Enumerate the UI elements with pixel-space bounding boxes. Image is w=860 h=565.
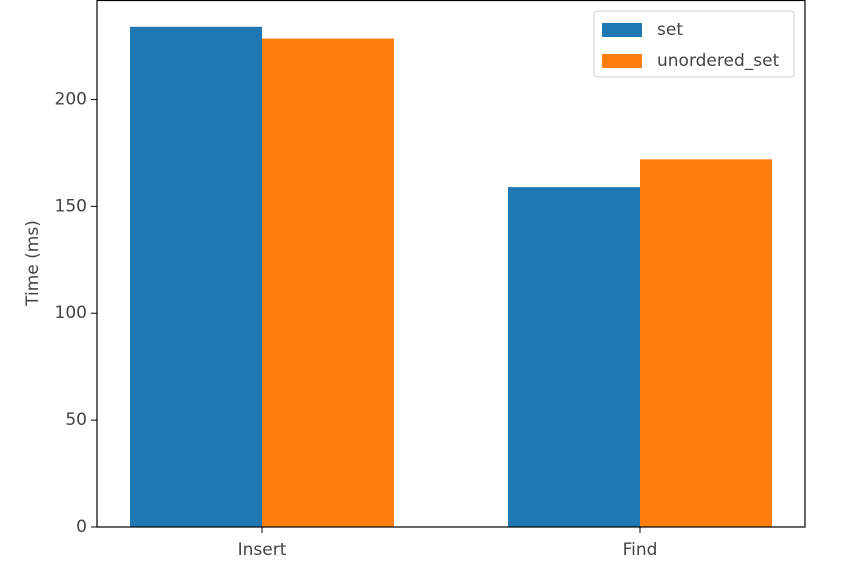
plot-frame [96, 0, 806, 528]
bar [640, 159, 772, 528]
legend-swatch [602, 23, 642, 37]
bar [262, 38, 394, 528]
bar [130, 26, 262, 527]
y-tick-label: 200 [55, 89, 87, 109]
x-tick-label: Find [623, 540, 658, 560]
y-tick-label: 0 [76, 517, 87, 537]
y-axis-label: Time (ms) [23, 220, 43, 307]
legend-label: set [657, 20, 683, 40]
bar [508, 187, 640, 527]
legend-label: unordered_set [657, 51, 780, 71]
y-tick-label: 150 [55, 196, 87, 216]
legend-swatch [602, 54, 642, 68]
legend-box [593, 10, 795, 78]
x-tick-label: Insert [238, 540, 287, 560]
y-tick-label: 50 [65, 410, 87, 430]
y-tick-label: 100 [55, 303, 87, 323]
